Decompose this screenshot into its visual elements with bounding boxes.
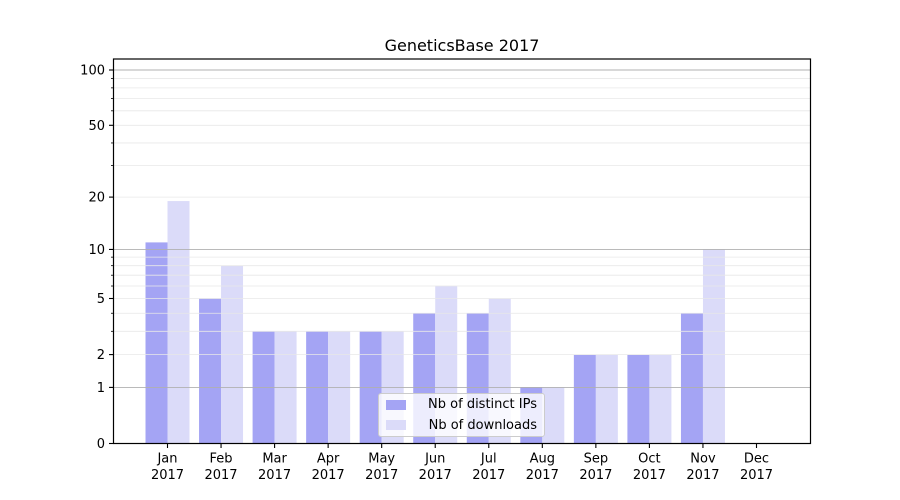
x-tick-label-year-jul: 2017 <box>472 468 505 483</box>
y-tick-label-100: 100 <box>80 64 105 79</box>
plot-frame <box>112 58 812 445</box>
legend-label-downloads: Nb of downloads <box>428 417 537 433</box>
bar-downloads-oct <box>649 354 672 444</box>
x-tick-label-month-mar: Mar <box>262 452 287 467</box>
x-tick-label-month-nov: Nov <box>690 452 716 467</box>
bar-distinct-ips-feb <box>199 298 222 444</box>
bar-distinct-ips-oct <box>627 354 650 444</box>
y-tick-label-10: 10 <box>88 243 105 258</box>
x-tick-label-year-nov: 2017 <box>686 468 719 483</box>
x-tick-label-year-dec: 2017 <box>740 468 773 483</box>
x-tick-label-year-jan: 2017 <box>151 468 184 483</box>
legend-row-downloads: Nb of downloads <box>386 417 537 435</box>
legend-swatch-distinct-ips <box>386 399 406 410</box>
y-tick-label-1: 1 <box>97 381 105 396</box>
x-tick-label-month-jan: Jan <box>156 452 177 467</box>
bar-downloads-jan <box>167 201 190 444</box>
bar-downloads-nov <box>702 249 725 444</box>
legend-swatch-downloads <box>386 420 406 431</box>
y-tick-label-50: 50 <box>88 119 105 134</box>
y-tick-label-20: 20 <box>88 191 105 206</box>
x-tick-label-month-aug: Aug <box>530 452 555 467</box>
x-tick-label-year-jun: 2017 <box>419 468 452 483</box>
x-tick-label-year-feb: 2017 <box>204 468 237 483</box>
x-tick-label-month-feb: Feb <box>210 452 233 467</box>
y-tick-label-0: 0 <box>97 437 105 452</box>
y-tick-label-2: 2 <box>97 348 105 363</box>
x-tick-label-year-mar: 2017 <box>258 468 291 483</box>
bar-downloads-aug <box>542 387 565 444</box>
legend-row-distinct-ips: Nb of distinct IPs <box>386 396 537 414</box>
x-tick-label-month-jun: Jun <box>424 452 445 467</box>
x-tick-label-year-oct: 2017 <box>633 468 666 483</box>
x-tick-label-year-sep: 2017 <box>579 468 612 483</box>
x-tick-label-year-apr: 2017 <box>312 468 345 483</box>
x-tick-label-year-aug: 2017 <box>526 468 559 483</box>
chart-legend: Nb of distinct IPs Nb of downloads <box>378 393 545 437</box>
bar-downloads-sep <box>595 354 618 444</box>
x-tick-label-year-may: 2017 <box>365 468 398 483</box>
x-tick-label-month-oct: Oct <box>638 452 660 467</box>
chart-title: GeneticsBase 2017 <box>384 36 540 55</box>
x-tick-label-month-dec: Dec <box>744 452 769 467</box>
x-tick-label-month-may: May <box>368 452 395 467</box>
x-tick-label-month-sep: Sep <box>584 452 609 467</box>
legend-label-distinct-ips: Nb of distinct IPs <box>428 397 537 413</box>
bar-distinct-ips-nov <box>680 313 703 444</box>
bar-distinct-ips-jan <box>145 242 168 444</box>
x-tick-label-month-apr: Apr <box>317 452 340 467</box>
x-tick-label-month-jul: Jul <box>480 452 497 467</box>
bar-distinct-ips-sep <box>573 354 596 444</box>
y-tick-label-5: 5 <box>97 292 105 307</box>
